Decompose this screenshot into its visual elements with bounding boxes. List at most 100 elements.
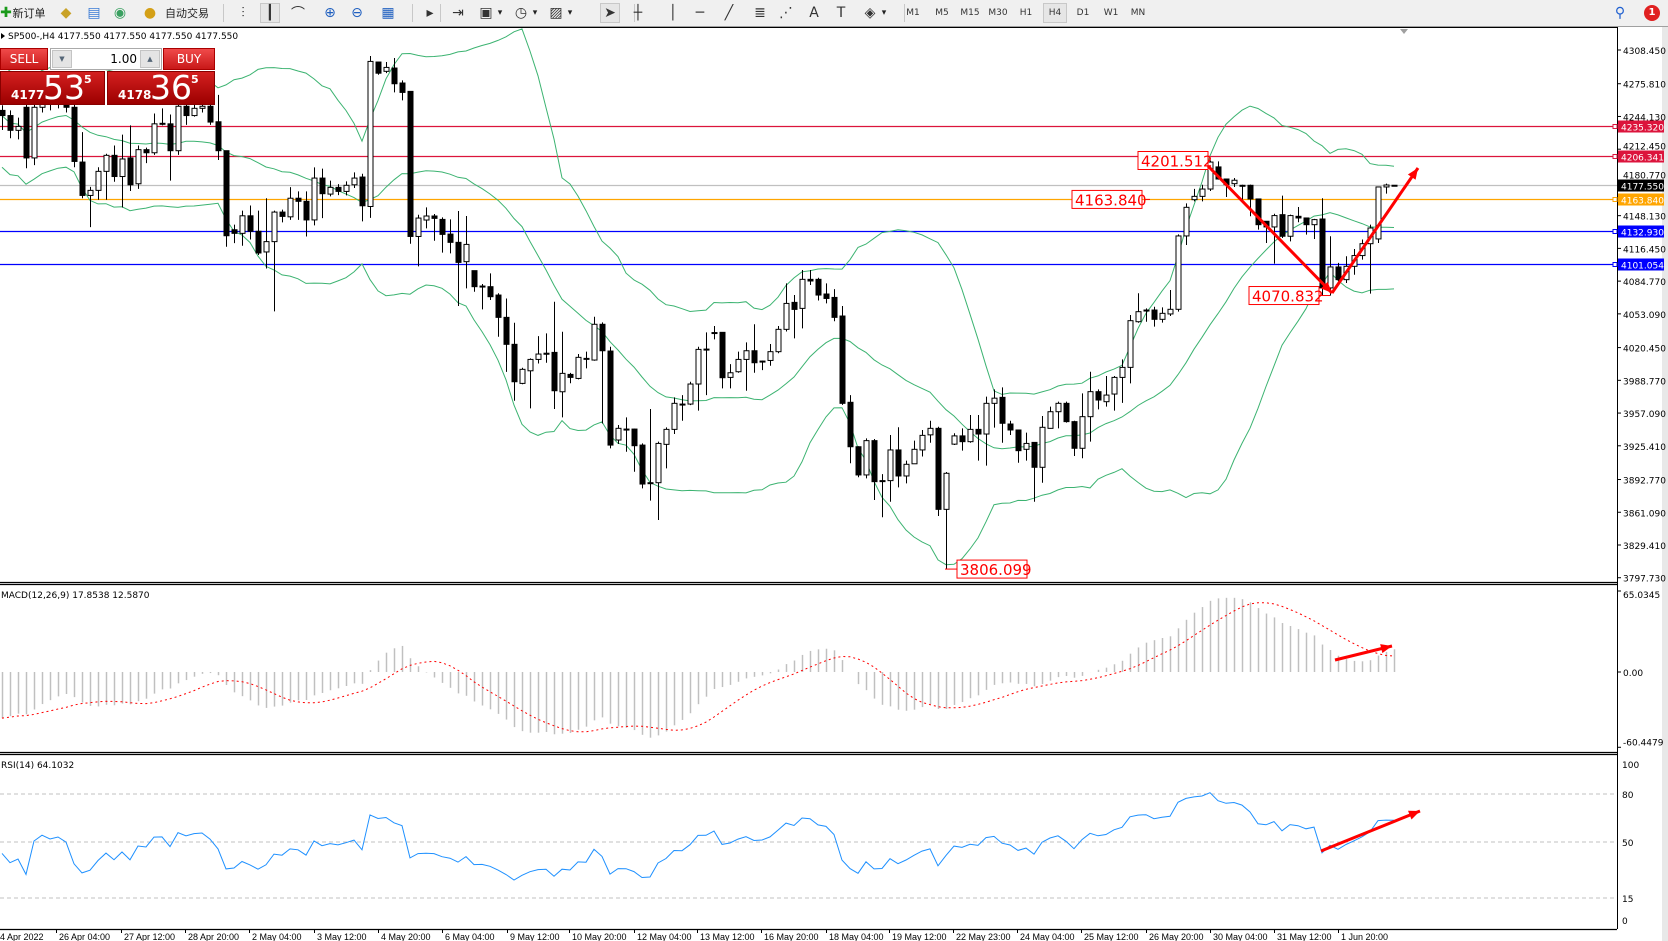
candle-body [383,66,390,72]
level-handle [1612,229,1618,234]
search-icon[interactable]: ⚲ [1614,5,1626,21]
tile-windows-icon[interactable]: ▦ [381,5,395,21]
candle [1119,359,1126,403]
sell-button[interactable]: SELL [0,48,48,70]
candle-body [935,427,942,510]
rsi-scale-label: 15 [1622,895,1633,905]
candle [543,333,550,363]
auto-trading-button[interactable]: 自动交易 [165,7,209,20]
candle [407,90,414,244]
signal-icon[interactable]: ◉ [113,5,127,21]
candle [863,438,870,479]
candle [791,295,798,339]
timeframe-d1-button[interactable]: D1 [1076,8,1090,18]
candle-body [807,278,814,282]
candle-body [191,107,198,117]
dropdown-arrow-icon[interactable]: ▾ [881,8,887,18]
lot-value[interactable]: 1.00 [110,52,137,66]
sell-price[interactable]: 4177 53 5 [0,68,105,107]
candle [1063,401,1070,423]
candle-body [135,149,142,185]
zoom-in-icon[interactable]: ⊕ [324,5,336,21]
chart-shift-icon[interactable]: ▸ [426,5,434,21]
new-chart-icon[interactable]: ▣ [479,5,493,21]
new-order-icon[interactable]: ✚ [0,5,12,21]
price-tick-label: 4084.770 [1623,278,1666,288]
candle [1311,218,1318,239]
candle-body [639,444,646,485]
timeframe-m30-button[interactable]: M30 [988,8,1008,18]
auto-scroll-icon[interactable]: ⇥ [452,5,464,21]
candle [1183,203,1190,246]
vertical-line-icon[interactable]: │ [668,5,678,21]
timeframe-mn-button[interactable]: MN [1130,8,1146,18]
notification-icon[interactable]: 1 [1642,3,1662,23]
lot-increase-button[interactable]: ▲ [140,50,160,68]
candle-body [895,449,902,477]
time-axis-label: 6 May 04:00 [445,932,495,941]
horizontal-line-icon[interactable]: ─ [695,5,705,21]
candle [1255,198,1262,230]
zoom-out-icon[interactable]: ⊖ [351,5,363,21]
candle [1279,195,1286,239]
cursor-icon[interactable]: ➤ [600,3,620,23]
lot-size-input[interactable]: ▼ 1.00 ▲ [50,48,162,70]
level-handle [1612,124,1618,129]
timeframe-w1-button[interactable]: W1 [1103,8,1119,18]
candle [847,395,854,464]
text-label-icon[interactable]: T [836,5,846,21]
buy-button[interactable]: BUY [163,48,215,70]
candle [135,145,142,189]
timeframe-m15-button[interactable]: M15 [960,8,980,18]
candle-body [631,428,638,447]
timeframe-h1-button[interactable]: H1 [1019,8,1033,18]
candle-body [791,301,798,310]
candle-body [207,105,214,123]
candle-body [535,353,542,360]
candlestick-icon[interactable]: ┃ [260,3,280,23]
candle [111,145,118,182]
candle-body [1375,186,1382,240]
candle-body [311,177,318,221]
candle-body [543,352,550,355]
candle-body [1279,214,1286,237]
candle-body [199,105,206,109]
chart-shift-marker [1400,29,1408,34]
candle-body [143,149,150,154]
fibonacci-icon[interactable]: ≣ [754,5,766,21]
crosshair-icon[interactable]: ┼ [633,5,643,21]
fibo-fan-icon[interactable]: ⋰ [779,5,793,21]
line-chart-icon[interactable]: ⌒ [291,6,305,22]
candle-body [623,428,630,431]
candle [1015,429,1022,463]
candle [1207,160,1214,191]
candle [327,180,334,197]
trendline-icon[interactable]: ╱ [724,5,734,21]
template-icon[interactable]: ▨ [549,5,563,21]
new-order-button[interactable]: 新订单 [12,7,46,20]
timeframe-m1-button[interactable]: M1 [906,8,920,18]
auto-trading-icon[interactable]: ● [143,5,157,21]
dropdown-arrow-icon[interactable]: ▾ [567,8,573,18]
candle-body [1047,411,1054,429]
buy-price[interactable]: 4178 36 5 [107,68,215,107]
text-icon[interactable]: A [809,5,819,21]
timeframe-m5-button[interactable]: M5 [935,8,949,18]
candle [815,277,822,301]
market-watch-icon[interactable]: ◆ [60,5,72,21]
news-icon[interactable]: ▤ [87,5,101,21]
lot-decrease-button[interactable]: ▼ [52,50,72,68]
timeframe-h4-button[interactable]: H4 [1043,3,1067,23]
price-tick-label: 4020.450 [1623,345,1666,355]
candle [783,283,790,332]
bar-chart-icon[interactable]: ⫶ [241,5,245,21]
clock-icon[interactable]: ◷ [514,5,528,21]
candle-body [471,270,478,288]
candle [311,167,318,226]
candle [879,474,886,518]
dropdown-arrow-icon[interactable]: ▾ [532,8,538,18]
shapes-icon[interactable]: ◈ [864,5,876,21]
candle [559,331,566,418]
dropdown-arrow-icon[interactable]: ▾ [497,8,503,18]
